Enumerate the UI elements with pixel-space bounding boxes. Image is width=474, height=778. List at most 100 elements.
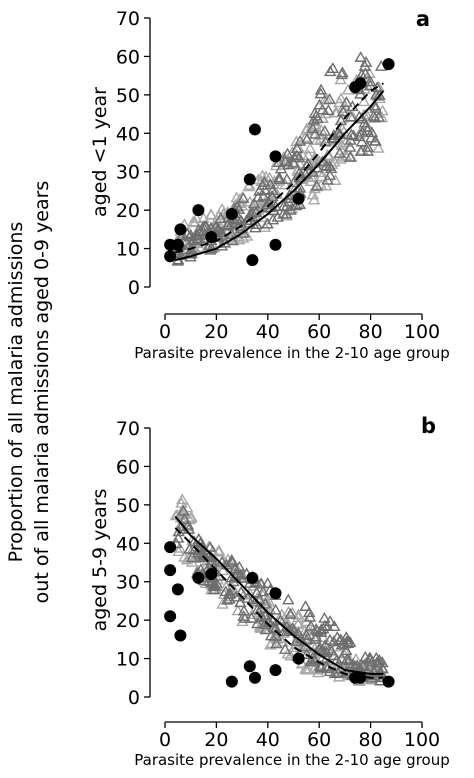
panel-a-triangle-light bbox=[357, 95, 371, 107]
panel-a-triangle-light bbox=[319, 179, 333, 191]
panel-a-observed-point bbox=[243, 173, 256, 186]
panel-a-triangle-light bbox=[315, 170, 328, 182]
panel-a-triangle-dark bbox=[221, 219, 234, 231]
panel-b: 0 10 20 30 40 50 60 70 0 20 40 60 80 100 b aged 5-9 y… bbox=[89, 414, 450, 769]
panel-a-observed-point bbox=[205, 231, 218, 244]
panel-a-triangle-light bbox=[305, 171, 318, 182]
panel-b-triangle-dark bbox=[258, 609, 272, 621]
panel-b-observed-point bbox=[246, 571, 259, 584]
panel-b-triangle-dark bbox=[351, 659, 364, 671]
panel-b-triangle-dark bbox=[303, 606, 316, 618]
panel-a-observed-point bbox=[174, 223, 187, 236]
panel-b-triangle-dark bbox=[223, 592, 236, 604]
panel-a-triangle-dark bbox=[324, 65, 337, 77]
panel-b-triangle-dark bbox=[318, 611, 331, 623]
panel-a-observed-point bbox=[248, 123, 261, 136]
panel-b-x-tick-label: 20 bbox=[204, 729, 228, 751]
panel-a-triangle-dark bbox=[331, 126, 345, 138]
panel-b-triangle-dark bbox=[300, 648, 313, 659]
panel-a-triangle-dark bbox=[271, 210, 284, 222]
panel-b-triangle-light bbox=[231, 604, 244, 616]
panel-b-triangle-dark bbox=[284, 607, 297, 619]
panel-a-triangle-dark bbox=[282, 158, 295, 170]
panel-b-triangle-dark bbox=[373, 653, 386, 665]
panel-b-triangle-dark bbox=[261, 577, 274, 589]
panel-a-triangle-dark bbox=[293, 134, 307, 146]
panel-a-triangle-light bbox=[187, 215, 200, 227]
panel-a-triangle-dark bbox=[316, 155, 329, 167]
panel-a-triangle-light bbox=[372, 141, 385, 153]
panel-b-triangle-dark bbox=[304, 655, 318, 667]
panel-a-y-tick-label: 50 bbox=[116, 85, 140, 107]
panel-b-triangle-dark bbox=[251, 617, 264, 629]
panel-a-triangle-dark bbox=[336, 66, 349, 78]
panel-b-y-tick-label: 60 bbox=[116, 456, 140, 478]
panel-a-observed-point bbox=[382, 58, 395, 71]
panel-b-observed-point bbox=[243, 660, 256, 673]
panel-a-triangle-light bbox=[306, 188, 319, 200]
panel-a-triangle-light bbox=[329, 174, 342, 185]
panel-b-triangle-dark bbox=[225, 556, 239, 567]
panel-a-triangle-light bbox=[334, 73, 347, 85]
panel-b-triangle-dark bbox=[323, 665, 337, 677]
panel-a-y-tick-label: 70 bbox=[116, 8, 140, 30]
panel-b-observed-point bbox=[164, 541, 177, 554]
panel-b-y-tick-label: 30 bbox=[116, 572, 140, 594]
panel-a-triangle-dark bbox=[344, 150, 357, 162]
panel-b-observed-point bbox=[205, 568, 218, 581]
panel-a-observed-point bbox=[246, 254, 259, 267]
panel-b-triangle-light bbox=[216, 564, 230, 576]
panel-a-triangle-dark bbox=[320, 159, 333, 171]
panel-b-triangle-light bbox=[180, 553, 194, 565]
panel-a-x-tick-label: 40 bbox=[256, 321, 280, 343]
panel-a-triangle-dark bbox=[192, 224, 205, 236]
panel-b-triangle-dark bbox=[269, 629, 283, 641]
panel-b-y-tick-label: 50 bbox=[116, 495, 140, 517]
panel-b-triangle-light bbox=[284, 649, 297, 661]
panel-a-x-tick-label: 60 bbox=[307, 321, 331, 343]
panel-a-x-tick-label: 80 bbox=[359, 321, 383, 343]
panel-b-observed-point bbox=[269, 587, 282, 600]
panel-a-observed-point bbox=[192, 204, 205, 217]
panel-b-triangle-dark bbox=[309, 632, 322, 644]
panel-b-x-tick-label: 40 bbox=[256, 729, 280, 751]
panel-a-observed-point bbox=[171, 238, 184, 251]
panel-b-triangle-dark bbox=[245, 611, 258, 623]
panel-b-triangle-dark bbox=[259, 623, 272, 635]
panel-b-triangle-dark bbox=[370, 651, 383, 663]
panel-b-triangle-light bbox=[311, 662, 324, 674]
panel-a-triangle-light bbox=[268, 175, 281, 186]
panel-a-triangle-light bbox=[353, 127, 366, 139]
panel-a-triangle-dark bbox=[333, 147, 346, 158]
panel-b-triangle-dark bbox=[205, 554, 218, 566]
panel-a-triangle-dark bbox=[359, 120, 372, 132]
panel-b-triangle-dark bbox=[314, 660, 327, 671]
panel-a-triangle-dark bbox=[179, 243, 192, 255]
panel-a-x-tick-label: 100 bbox=[404, 321, 440, 343]
panel-a-triangle-dark bbox=[322, 104, 335, 116]
panel-b-observed-point bbox=[192, 571, 205, 584]
panel-a-y-tick-label: 20 bbox=[116, 200, 140, 222]
panel-a-observed-point bbox=[269, 238, 282, 251]
panel-b-triangle-dark bbox=[278, 643, 292, 654]
panel-a-observed-point bbox=[269, 150, 282, 163]
panel-a-triangle-dark bbox=[343, 140, 357, 152]
panel-b-triangle-dark bbox=[203, 541, 217, 552]
panel-b-observed-point bbox=[164, 564, 177, 577]
panel-b-triangle-dark bbox=[196, 551, 210, 563]
panel-a-triangle-dark bbox=[290, 142, 304, 153]
panel-a-triangle-dark bbox=[308, 127, 322, 139]
panel-b-triangle-dark bbox=[220, 593, 234, 605]
panel-a-triangle-dark bbox=[265, 190, 278, 202]
panel-a-triangle-light bbox=[252, 173, 265, 185]
panel-b-triangle-dark bbox=[241, 591, 254, 603]
panel-b-triangle-dark bbox=[300, 629, 313, 641]
panel-a-observed-point bbox=[164, 250, 177, 263]
panel-a-triangle-dark bbox=[359, 67, 372, 79]
panel-a-y-tick-label: 0 bbox=[128, 277, 140, 299]
panel-a-triangle-dark bbox=[311, 112, 324, 124]
panel-b-triangle-light bbox=[276, 635, 289, 647]
panel-b-triangle-light bbox=[185, 510, 198, 522]
panel-b-observed-point bbox=[225, 675, 238, 688]
